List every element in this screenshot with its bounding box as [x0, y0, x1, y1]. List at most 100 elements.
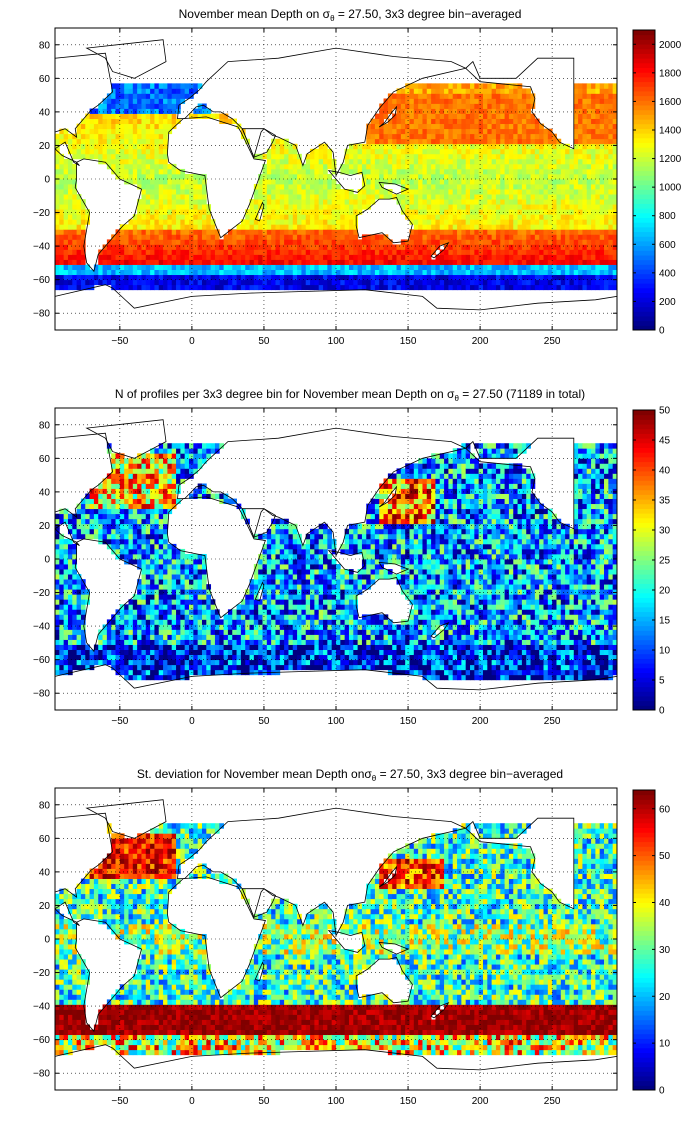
colorbar-segment — [633, 232, 655, 237]
heatmap-cell — [141, 255, 146, 260]
heatmap-cell — [531, 219, 536, 224]
heatmap-cell — [258, 249, 263, 254]
heatmap-cell — [107, 529, 112, 534]
heatmap-cell — [146, 260, 151, 265]
y-tick-label: 60 — [39, 74, 51, 85]
heatmap-cell — [55, 229, 60, 234]
heatmap-cell — [94, 154, 99, 159]
heatmap-cell — [574, 109, 579, 114]
heatmap-cell — [64, 549, 69, 554]
heatmap-cell — [440, 255, 445, 260]
heatmap-cell — [146, 239, 151, 244]
heatmap-cell — [137, 624, 142, 629]
heatmap-cell — [440, 139, 445, 144]
heatmap-cell — [522, 154, 527, 159]
colorbar-segment — [633, 161, 655, 166]
heatmap-cell — [68, 239, 73, 244]
colorbar-segment — [633, 250, 655, 255]
heatmap-cell — [574, 270, 579, 275]
heatmap-cell — [440, 169, 445, 174]
heatmap-cell — [293, 239, 298, 244]
heatmap-cell — [608, 159, 613, 164]
heatmap-cell — [409, 239, 414, 244]
heatmap-cell — [275, 244, 280, 249]
heatmap-cell — [565, 179, 570, 184]
heatmap-cell — [388, 134, 393, 139]
heatmap-cell — [388, 169, 393, 174]
heatmap-cell — [565, 255, 570, 260]
heatmap-cell — [301, 214, 306, 219]
heatmap-cell — [595, 219, 600, 224]
heatmap-cell — [72, 239, 77, 244]
heatmap-cell — [280, 189, 285, 194]
heatmap-cell — [68, 244, 73, 249]
heatmap-cell — [401, 249, 406, 254]
heatmap-cell — [552, 204, 557, 209]
heatmap-cell — [146, 468, 151, 473]
heatmap-cell — [172, 119, 177, 124]
heatmap-cell — [427, 88, 432, 93]
heatmap-cell — [578, 169, 583, 174]
heatmap-cell — [444, 255, 449, 260]
heatmap-cell — [59, 640, 64, 645]
heatmap-cell — [319, 265, 324, 270]
heatmap-cell — [608, 255, 613, 260]
heatmap-cell — [319, 224, 324, 229]
heatmap-cell — [487, 114, 492, 119]
heatmap-cell — [401, 159, 406, 164]
heatmap-cell — [375, 270, 380, 275]
heatmap-cell — [487, 119, 492, 124]
heatmap-cell — [362, 194, 367, 199]
heatmap-cell — [111, 255, 116, 260]
heatmap-cell — [111, 458, 116, 463]
heatmap-cell — [103, 144, 108, 149]
heatmap-cell — [565, 169, 570, 174]
heatmap-cell — [582, 244, 587, 249]
heatmap-cell — [189, 199, 194, 204]
heatmap-cell — [397, 244, 402, 249]
heatmap-cell — [306, 285, 311, 290]
heatmap-cell — [141, 114, 146, 119]
heatmap-cell — [55, 285, 60, 290]
heatmap-cell — [306, 209, 311, 214]
heatmap-cell — [496, 265, 501, 270]
heatmap-cell — [600, 134, 605, 139]
heatmap-cell — [275, 265, 280, 270]
heatmap-cell — [522, 249, 527, 254]
heatmap-cell — [427, 219, 432, 224]
heatmap-cell — [154, 609, 159, 614]
heatmap-cell — [453, 204, 458, 209]
heatmap-cell — [163, 164, 168, 169]
heatmap-cell — [531, 260, 536, 265]
heatmap-cell — [146, 184, 151, 189]
heatmap-cell — [561, 194, 566, 199]
heatmap-cell — [409, 134, 414, 139]
heatmap-cell — [466, 179, 471, 184]
heatmap-cell — [371, 144, 376, 149]
heatmap-cell — [154, 270, 159, 275]
heatmap-cell — [513, 275, 518, 280]
heatmap-cell — [271, 249, 276, 254]
heatmap-cell — [85, 499, 90, 504]
colorbar-segment — [633, 316, 655, 321]
heatmap-cell — [154, 519, 159, 524]
heatmap-cell — [154, 670, 159, 675]
heatmap-cell — [124, 234, 129, 239]
heatmap-cell — [263, 189, 268, 194]
heatmap-cell — [141, 270, 146, 275]
heatmap-cell — [228, 260, 233, 265]
heatmap-cell — [64, 164, 69, 169]
heatmap-cell — [431, 139, 436, 144]
heatmap-cell — [336, 244, 341, 249]
heatmap-cell — [595, 93, 600, 98]
heatmap-cell — [81, 594, 86, 599]
heatmap-cell — [263, 179, 268, 184]
heatmap-cell — [133, 468, 138, 473]
heatmap-cell — [422, 214, 427, 219]
heatmap-cell — [154, 285, 159, 290]
heatmap-cell — [535, 194, 540, 199]
heatmap-cell — [479, 124, 484, 129]
heatmap-cell — [535, 144, 540, 149]
heatmap-cell — [600, 109, 605, 114]
heatmap-cell — [345, 204, 350, 209]
